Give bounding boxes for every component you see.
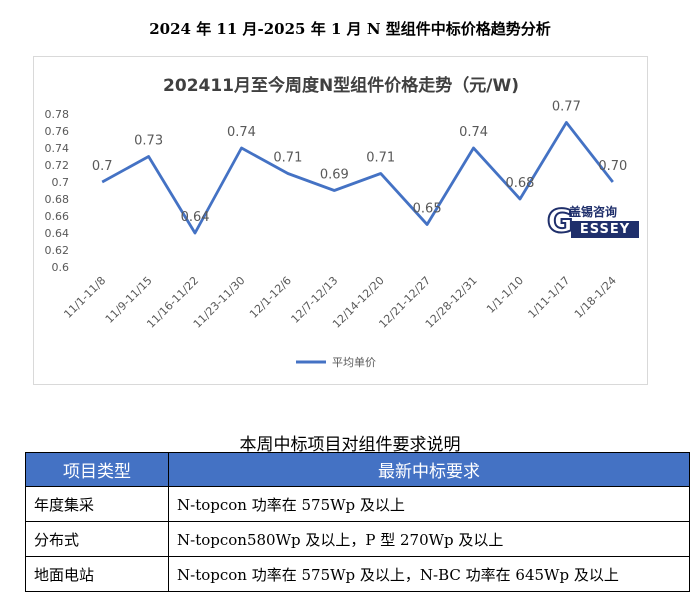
x-tick-label: 1/11-1/17 — [526, 274, 573, 321]
data-label: 0.74 — [227, 125, 256, 140]
table-row: 地面电站 N-topcon 功率在 575Wp 及以上，N-BC 功率在 645… — [25, 556, 690, 592]
data-label: 0.7 — [92, 159, 113, 174]
line-chart: 202411月至今周度N型组件价格走势（元/W) 0.6 0.62 0.64 0.66 0… — [45, 75, 628, 369]
data-label: 0.70 — [598, 159, 627, 174]
logo-en-text: ESSEY — [571, 221, 639, 238]
row-requirement-cell: N-topcon 功率在 575Wp 及以上，N-BC 功率在 645Wp 及以… — [168, 556, 690, 592]
y-tick-label: 0.64 — [45, 227, 70, 240]
y-tick-label: 0.76 — [45, 125, 70, 138]
table-header-row: 项目类型 最新中标要求 — [25, 452, 690, 487]
y-tick-label: 0.7 — [52, 176, 70, 189]
y-tick-label: 0.72 — [45, 159, 70, 172]
data-label: 0.74 — [459, 125, 488, 140]
data-label: 0.71 — [273, 151, 302, 166]
legend-label: 平均单价 — [332, 356, 376, 369]
data-label: 0.64 — [181, 210, 210, 225]
series-line — [101, 121, 614, 235]
logo-cn-text: 盖锡咨询 — [569, 205, 618, 219]
table-title: 本周中标项目对组件要求说明 — [239, 435, 461, 455]
row-requirement-cell: N-topcon 功率在 575Wp 及以上 — [168, 486, 690, 522]
data-label: 0.71 — [366, 151, 395, 166]
data-label: 0.77 — [552, 100, 581, 115]
row-type-cell: 分布式 — [25, 521, 169, 557]
y-tick-label: 0.74 — [45, 142, 70, 155]
y-tick-label: 0.68 — [45, 193, 70, 206]
data-label: 0.68 — [505, 176, 534, 191]
y-tick-label: 0.66 — [45, 210, 70, 223]
x-tick-label: 11/1-11/8 — [61, 274, 108, 321]
requirements-table: 项目类型 最新中标要求 年度集采 N-topcon 功率在 575Wp 及以上 … — [25, 452, 690, 592]
x-tick-label: 12/1-12/6 — [247, 274, 294, 321]
chart-area: 202411月至今周度N型组件价格走势（元/W) 0.6 0.62 0.64 0.66 0… — [33, 56, 648, 385]
x-tick-label: 1/18-1/24 — [572, 274, 619, 321]
row-requirement-cell: N-topcon580Wp 及以上，P 型 270Wp 及以上 — [168, 521, 690, 557]
y-tick-label: 0.78 — [45, 108, 70, 121]
page-title: 2024 年 11 月-2025 年 1 月 N 型组件中标价格趋势分析 — [149, 20, 551, 38]
logo-g-letter: G — [546, 202, 574, 240]
header-project-type: 项目类型 — [25, 452, 169, 487]
y-tick-label: 0.62 — [45, 244, 70, 257]
table-row: 年度集采 N-topcon 功率在 575Wp 及以上 — [25, 486, 690, 522]
y-tick-label: 0.6 — [52, 261, 70, 274]
data-label: 0.65 — [413, 202, 442, 217]
header-requirements: 最新中标要求 — [168, 452, 690, 487]
row-type-cell: 年度集采 — [25, 486, 169, 522]
table-row: 分布式 N-topcon580Wp 及以上，P 型 270Wp 及以上 — [25, 521, 690, 557]
data-label: 0.73 — [134, 134, 163, 149]
chart-title: 202411月至今周度N型组件价格走势（元/W) — [163, 75, 519, 96]
x-tick-label: 1/1-1/10 — [484, 274, 526, 316]
gessey-logo: G 盖锡咨询 ESSEY — [546, 202, 639, 240]
row-type-cell: 地面电站 — [25, 556, 169, 592]
data-label: 0.69 — [320, 168, 349, 183]
